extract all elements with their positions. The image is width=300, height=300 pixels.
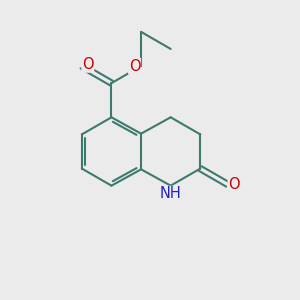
Text: O: O: [228, 177, 240, 192]
Text: O: O: [82, 57, 94, 72]
Text: NH: NH: [160, 187, 182, 202]
Text: O: O: [129, 58, 140, 74]
